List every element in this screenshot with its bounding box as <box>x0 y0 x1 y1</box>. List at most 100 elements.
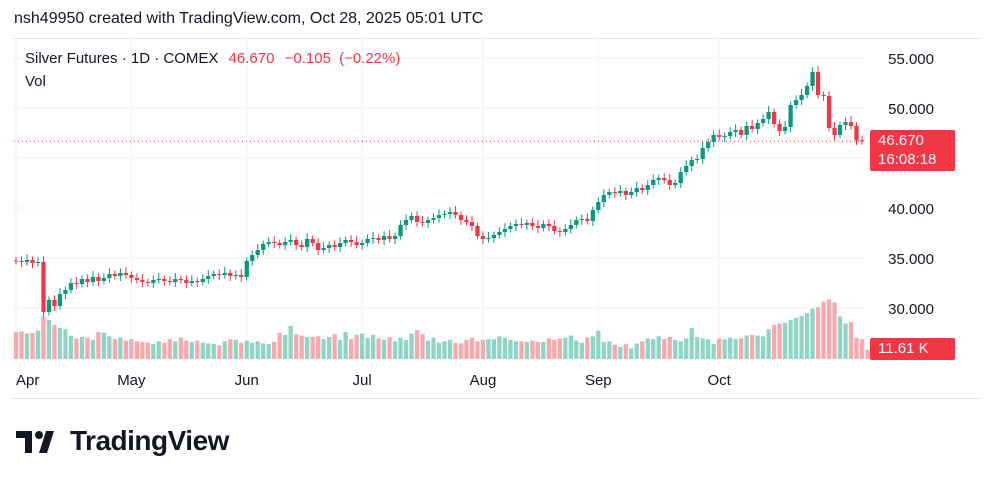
candle-body <box>107 274 112 278</box>
volume-bar <box>30 332 35 359</box>
volume-bar <box>332 334 337 359</box>
volume-bar <box>46 320 52 359</box>
candle-body <box>513 224 519 226</box>
last-price-badge: 46.670 16:08:18 <box>870 130 955 171</box>
volume-bar <box>118 337 123 359</box>
candle-body <box>673 183 678 185</box>
volume-bar <box>645 338 650 359</box>
candle-body <box>19 261 24 262</box>
chart-frame[interactable] <box>12 38 982 399</box>
candle-body <box>277 243 282 245</box>
volume-bar <box>788 320 793 359</box>
price-change-pct: (−0.22%) <box>339 50 401 67</box>
candle-body <box>343 240 348 243</box>
volume-bar <box>744 335 749 359</box>
volume-bar <box>211 344 216 359</box>
candle-body <box>645 185 650 190</box>
candle-body <box>760 119 766 123</box>
candle-body <box>74 283 79 284</box>
volume-bar <box>848 322 854 359</box>
candle-body <box>728 132 733 136</box>
candle-body <box>195 281 200 282</box>
volume-bar <box>167 339 172 359</box>
volume-bar <box>387 337 392 359</box>
candle-body <box>381 236 387 240</box>
candle-body <box>524 223 530 225</box>
volume-bar <box>700 338 705 359</box>
volume-bar <box>189 342 194 359</box>
volume-bar <box>398 337 403 359</box>
created-by-line: nsh49950 created with TradingView.com, O… <box>14 10 484 27</box>
candle-body <box>651 180 656 185</box>
volume-bar <box>711 344 716 359</box>
volume-bar <box>469 337 475 359</box>
candle-body <box>695 159 700 160</box>
volume-bar <box>662 339 667 359</box>
volume-bar <box>206 343 211 359</box>
candle-body <box>310 239 315 243</box>
candle-body <box>403 220 409 225</box>
candle-body <box>370 238 376 239</box>
volume-bar <box>431 337 436 359</box>
tradingview-logo[interactable]: TradingView <box>16 425 229 457</box>
candle-body <box>299 245 304 247</box>
candle-body <box>640 188 645 190</box>
volume-bar <box>409 333 414 359</box>
candle-body <box>733 130 738 132</box>
candle-body <box>156 279 161 280</box>
candle-body <box>755 123 760 129</box>
candle-body <box>359 243 365 245</box>
volume-bar <box>843 323 848 359</box>
candle-body <box>57 294 63 306</box>
volume-bar <box>601 342 606 359</box>
volume-bar <box>261 343 266 359</box>
volume-bar <box>365 337 370 359</box>
candle-body <box>590 210 595 221</box>
volume-bar <box>447 339 453 359</box>
volume-bar <box>837 316 843 359</box>
volume-bar <box>826 299 832 359</box>
candle-body <box>530 223 535 226</box>
candle-body <box>283 242 288 245</box>
volume-bar <box>35 330 41 359</box>
volume-bar <box>579 342 584 359</box>
volume-bar <box>541 342 546 359</box>
candle-body <box>239 275 244 277</box>
volume-bar <box>634 343 639 359</box>
volume-bar <box>200 342 205 359</box>
volume-bar <box>359 333 365 359</box>
candle-body <box>491 235 497 238</box>
volume-label[interactable]: Vol <box>25 73 46 90</box>
candle-body <box>173 279 178 282</box>
candle-body <box>469 222 475 226</box>
volume-bar <box>151 344 156 359</box>
volume-bar <box>420 334 425 359</box>
candle-body <box>486 238 491 239</box>
volume-bar <box>123 340 129 359</box>
candle-body <box>96 277 101 281</box>
volume-bar <box>19 331 24 359</box>
candle-body <box>447 212 453 214</box>
volume-bar <box>480 339 486 359</box>
volume-bar <box>316 336 321 359</box>
candle-body <box>250 255 255 261</box>
candle-body <box>475 226 480 236</box>
candle-body <box>316 243 321 250</box>
volume-bar <box>755 335 760 359</box>
candle-body <box>508 226 513 229</box>
volume-bar <box>348 339 354 359</box>
last-price-value: 46.670 <box>228 50 275 67</box>
month-label: May <box>117 372 146 389</box>
candle-body <box>354 242 359 245</box>
price-tick-label: 35.000 <box>888 251 934 268</box>
volume-bar <box>513 341 519 359</box>
candle-body <box>425 220 431 223</box>
symbol-title[interactable]: Silver Futures · 1D · COMEX <box>25 50 219 67</box>
volume-bar <box>640 341 645 359</box>
candle-body <box>793 100 799 105</box>
price-tick-label: 55.000 <box>888 51 934 68</box>
volume-bar <box>739 338 744 359</box>
volume-bar <box>733 339 738 359</box>
volume-bar <box>804 312 810 359</box>
